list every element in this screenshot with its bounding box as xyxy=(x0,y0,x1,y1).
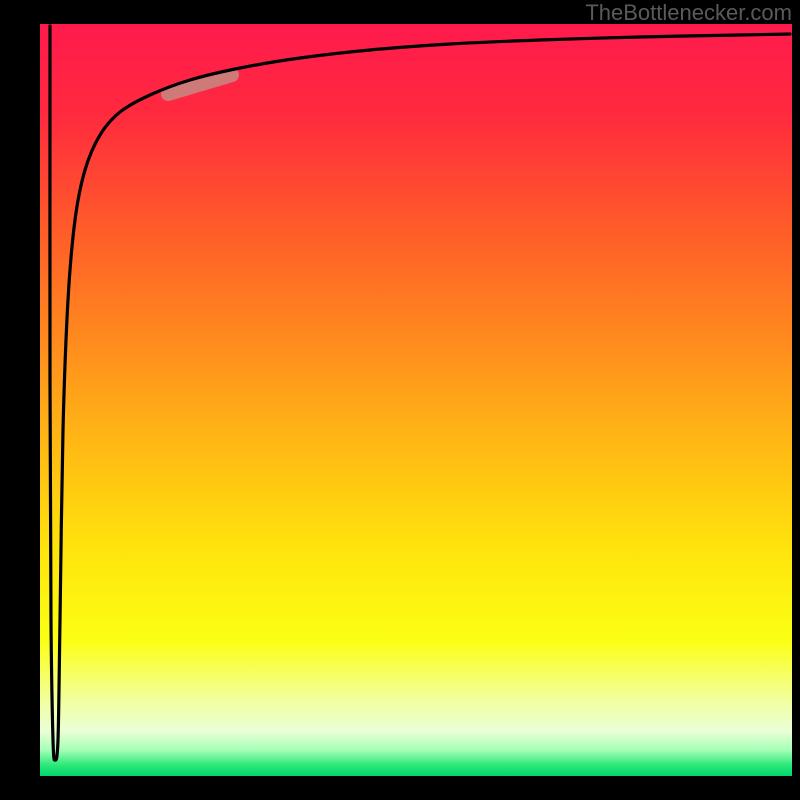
bottleneck-chart xyxy=(0,0,800,800)
watermark-text: TheBottlenecker.com xyxy=(585,0,792,26)
plot-area xyxy=(40,24,792,776)
chart-container: TheBottlenecker.com xyxy=(0,0,800,800)
